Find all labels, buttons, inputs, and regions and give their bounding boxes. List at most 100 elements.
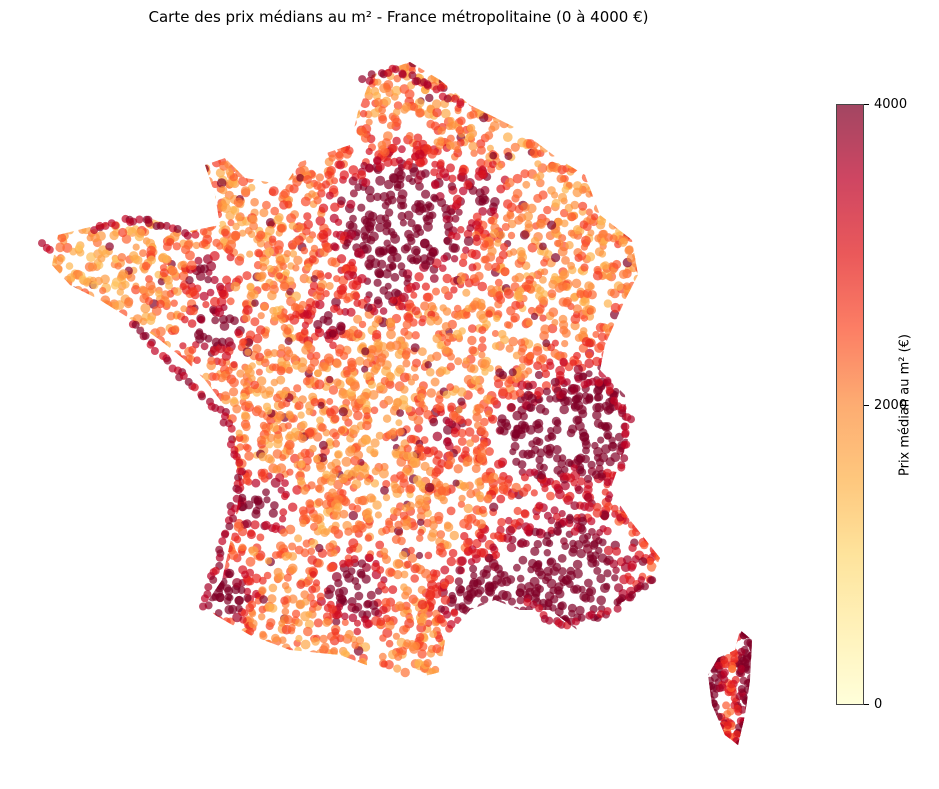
price-point — [523, 483, 532, 492]
price-point — [532, 668, 540, 677]
price-point — [615, 343, 624, 353]
price-point — [191, 62, 199, 67]
price-point — [261, 170, 269, 178]
price-point — [98, 103, 108, 112]
price-point — [324, 272, 332, 280]
price-point — [353, 410, 363, 421]
price-point — [213, 121, 222, 130]
price-point — [230, 102, 239, 111]
price-point — [636, 62, 647, 69]
price-point — [84, 669, 93, 677]
price-point — [381, 96, 392, 107]
price-point — [653, 465, 660, 475]
price-point — [156, 206, 165, 214]
price-point — [88, 617, 98, 626]
price-point — [396, 409, 404, 417]
price-point — [408, 378, 415, 386]
price-point — [642, 251, 651, 261]
price-point — [133, 656, 141, 663]
price-point — [586, 66, 594, 74]
price-point — [210, 527, 220, 536]
price-point — [338, 389, 349, 399]
price-point — [100, 367, 109, 375]
price-point — [221, 228, 229, 237]
price-point — [66, 343, 74, 352]
price-point — [210, 121, 221, 131]
price-point — [631, 337, 641, 347]
price-point — [182, 113, 192, 122]
price-point — [106, 601, 116, 610]
price-point — [183, 240, 193, 250]
price-point — [284, 422, 292, 430]
price-point — [616, 167, 626, 178]
price-point — [222, 80, 232, 90]
price-point — [655, 365, 660, 375]
price-point — [110, 334, 120, 344]
price-point — [458, 65, 467, 74]
price-point — [58, 488, 66, 496]
price-point — [167, 214, 177, 224]
price-point — [102, 418, 111, 427]
price-point — [56, 187, 66, 197]
price-point — [630, 667, 639, 676]
price-point — [127, 334, 135, 342]
price-point — [101, 154, 111, 165]
price-point — [621, 303, 630, 312]
price-point — [276, 375, 286, 385]
price-point — [571, 63, 581, 73]
price-point — [151, 419, 161, 428]
price-point — [201, 213, 209, 221]
price-point — [197, 173, 206, 182]
price-point — [85, 382, 94, 390]
price-point — [417, 649, 427, 659]
price-point — [159, 147, 170, 158]
price-point — [255, 368, 263, 376]
price-point — [195, 334, 205, 344]
price-point — [68, 383, 77, 391]
price-point — [66, 434, 74, 443]
price-point — [202, 501, 211, 509]
price-point — [244, 367, 255, 378]
price-point — [650, 276, 659, 285]
price-point — [622, 612, 631, 621]
price-point — [485, 447, 494, 456]
price-point — [616, 474, 625, 483]
price-point — [89, 137, 100, 148]
price-point — [196, 94, 206, 104]
price-point — [167, 605, 176, 614]
price-point — [603, 545, 614, 556]
price-point — [538, 124, 547, 133]
price-point — [570, 200, 580, 210]
price-point — [261, 658, 272, 669]
price-point — [120, 346, 130, 355]
price-point — [625, 79, 635, 90]
price-point — [55, 141, 65, 151]
price-point — [306, 686, 313, 693]
price-point — [194, 256, 203, 265]
price-point — [52, 277, 55, 287]
price-point — [652, 488, 660, 496]
price-point — [69, 247, 78, 256]
price-point — [374, 78, 382, 86]
price-point — [228, 675, 239, 680]
price-point — [484, 87, 495, 98]
price-point — [52, 69, 53, 80]
price-point — [83, 463, 91, 471]
price-point — [52, 561, 59, 571]
price-point — [448, 591, 456, 600]
price-point — [592, 331, 600, 338]
price-point — [78, 187, 86, 196]
price-point — [617, 153, 627, 163]
price-point — [96, 372, 105, 381]
price-point — [250, 137, 260, 148]
price-point — [570, 659, 580, 669]
price-point — [190, 589, 200, 599]
price-point — [106, 81, 114, 89]
price-point — [368, 600, 379, 610]
price-point — [636, 484, 644, 492]
price-point — [590, 109, 600, 119]
price-point — [128, 609, 137, 617]
price-point — [107, 386, 116, 395]
price-point — [209, 146, 220, 156]
price-point — [167, 529, 177, 539]
